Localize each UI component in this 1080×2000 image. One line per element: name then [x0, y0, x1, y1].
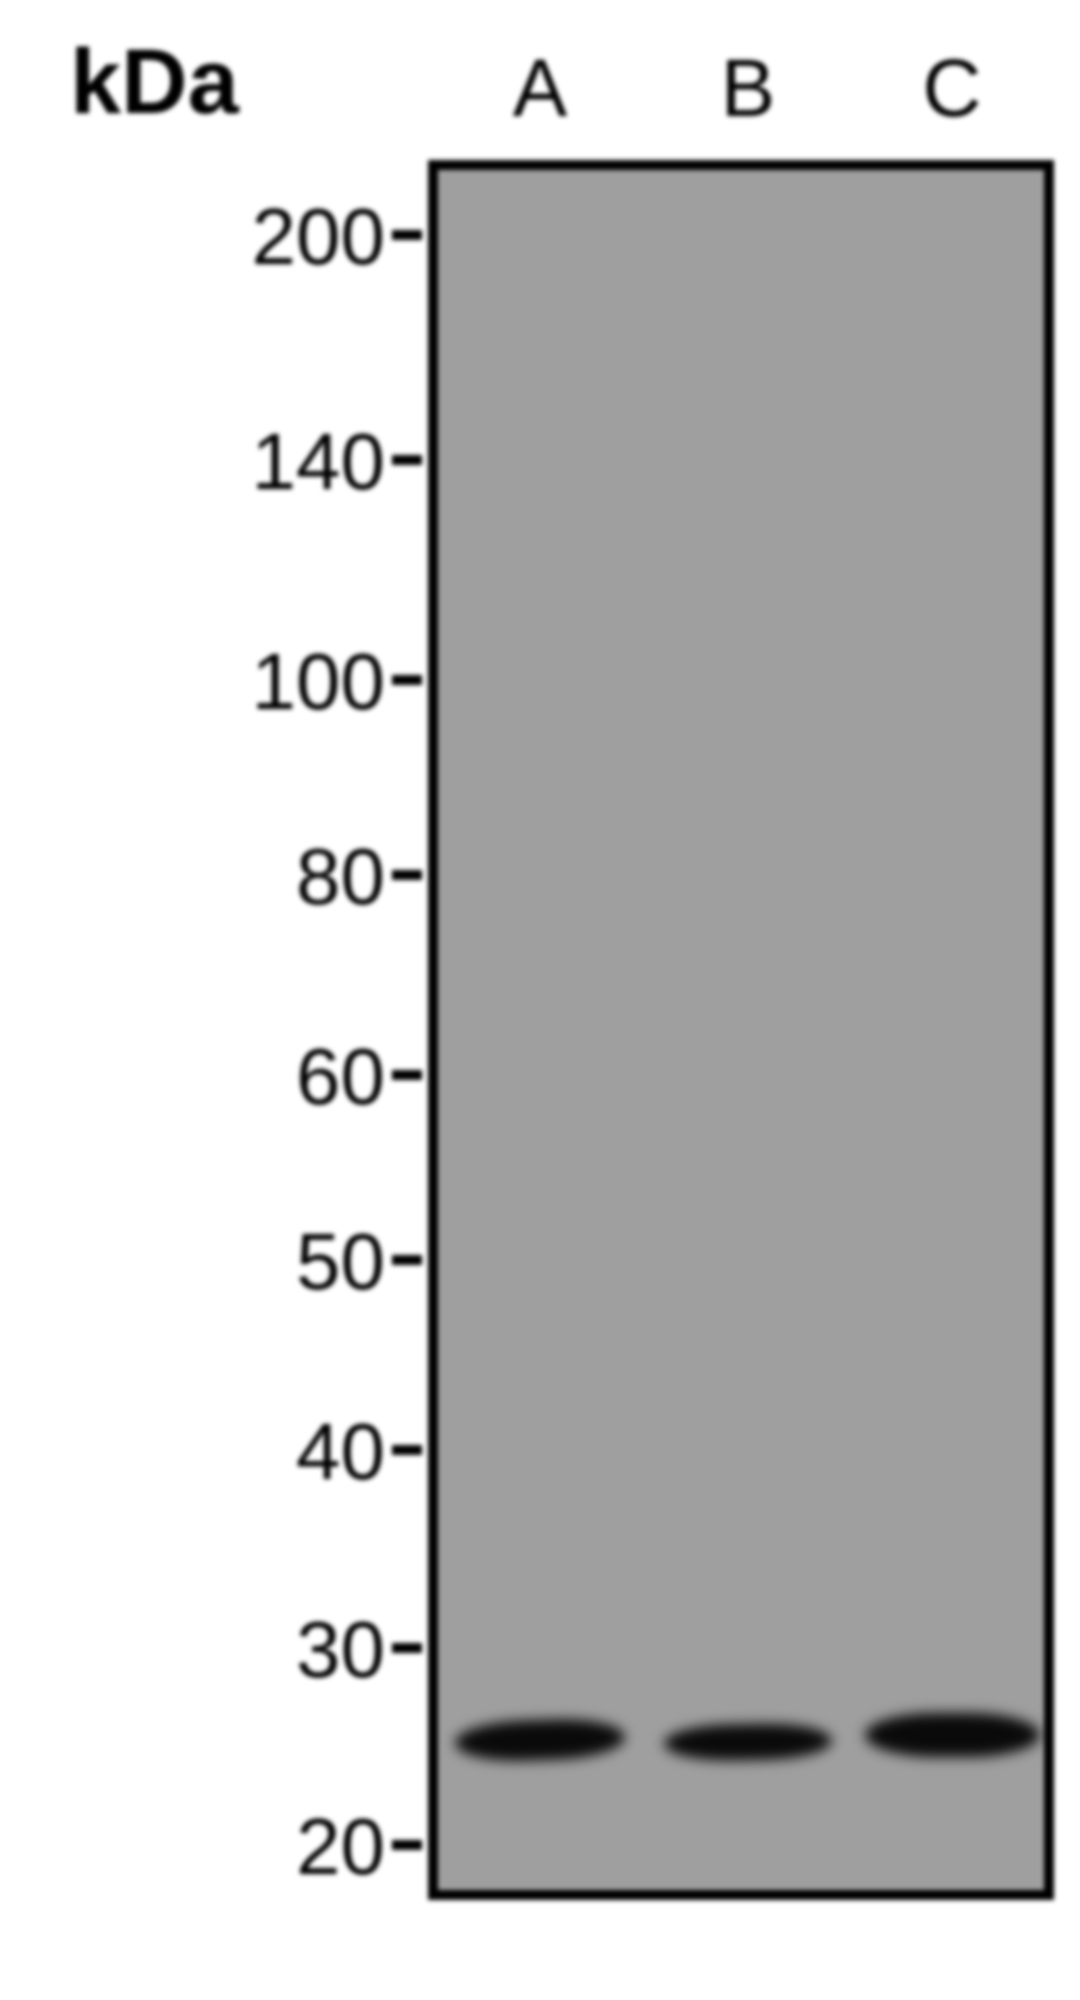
- tick-mark-200: [392, 230, 422, 240]
- tick-mark-50: [392, 1255, 422, 1265]
- tick-mark-30: [392, 1643, 422, 1653]
- lane-label-b: B: [718, 42, 778, 136]
- axis-unit-label: kDa: [70, 30, 239, 135]
- tick-label-20: 20: [125, 1801, 385, 1893]
- blur-layer: kDa A B C 200 140 100 80 60 50 40 30 20: [0, 0, 1080, 2000]
- tick-mark-140: [392, 455, 422, 465]
- band-lane-c: [865, 1713, 1040, 1757]
- tick-mark-80: [392, 870, 422, 880]
- tick-label-40: 40: [125, 1406, 385, 1498]
- tick-mark-40: [392, 1445, 422, 1455]
- tick-label-100: 100: [125, 636, 385, 728]
- tick-label-30: 30: [125, 1604, 385, 1696]
- tick-label-80: 80: [125, 831, 385, 923]
- band-lane-b: [664, 1723, 833, 1762]
- tick-label-200: 200: [125, 191, 385, 283]
- gel-membrane: [428, 160, 1054, 1900]
- tick-label-60: 60: [125, 1031, 385, 1123]
- tick-label-50: 50: [125, 1216, 385, 1308]
- tick-mark-100: [392, 675, 422, 685]
- tick-mark-20: [392, 1840, 422, 1850]
- blot-container: kDa A B C 200 140 100 80 60 50 40 30 20: [0, 0, 1080, 2000]
- tick-mark-60: [392, 1070, 422, 1080]
- lane-label-a: A: [510, 42, 570, 136]
- lane-label-c: C: [922, 42, 982, 136]
- band-lane-a: [454, 1717, 625, 1763]
- tick-label-140: 140: [125, 416, 385, 508]
